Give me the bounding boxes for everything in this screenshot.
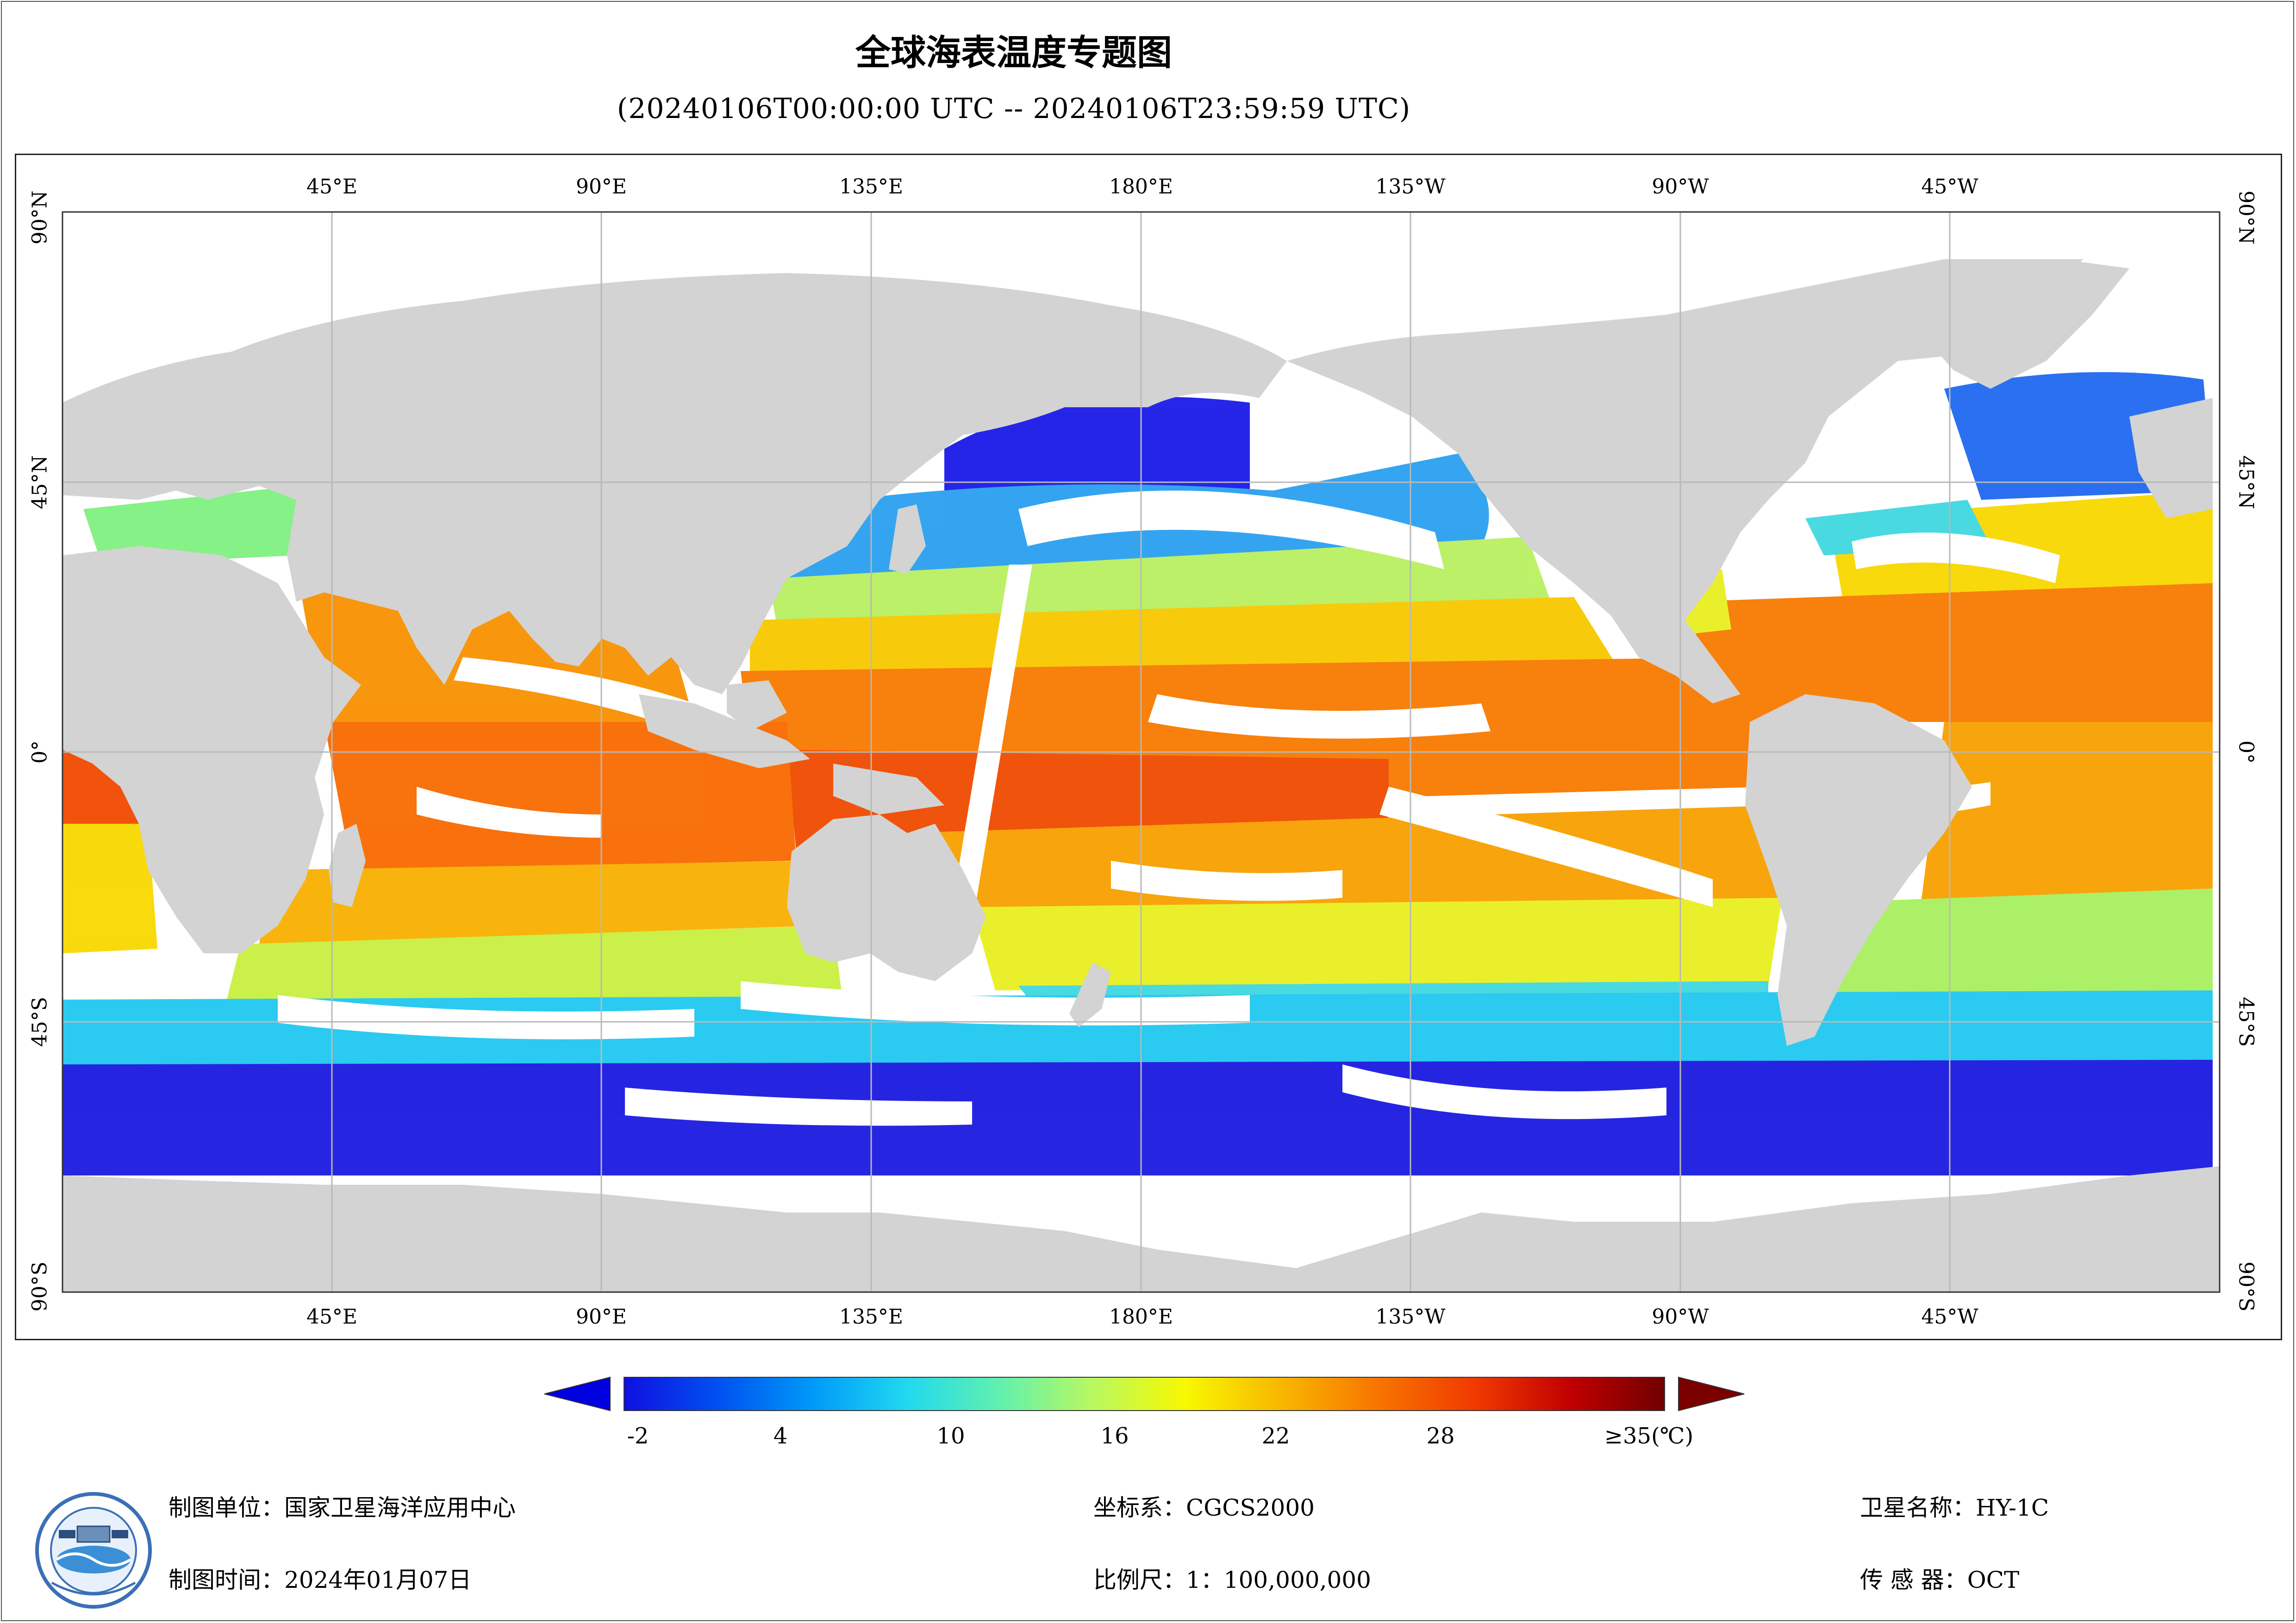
land-madagascar — [329, 824, 366, 907]
footer-date: 制图时间：2024年01月07日 — [168, 1567, 472, 1593]
lat-label-right: 45°S — [2234, 996, 2258, 1047]
legend-colorbar — [624, 1377, 1665, 1411]
land-south-america — [1745, 694, 1972, 1046]
lon-label-bottom: 45°W — [1921, 1305, 1978, 1329]
map-title: 全球海表温度专题图 — [855, 32, 1172, 73]
lat-label-right: 45°N — [2234, 455, 2258, 510]
footer-satellite: 卫星名称：HY-1C — [1860, 1494, 2049, 1521]
lat-label-right: 90°N — [2234, 190, 2258, 245]
lon-label-top: 135°W — [1375, 175, 1446, 199]
land-borneo — [727, 680, 787, 731]
land-indonesia — [639, 694, 810, 768]
lat-label-left: 90°S — [28, 1261, 52, 1312]
lon-label-bottom: 135°E — [839, 1305, 904, 1329]
land-japan — [889, 504, 926, 574]
agency-logo-icon — [35, 1492, 152, 1609]
legend-over-arrow — [1678, 1376, 1745, 1412]
land-europe-nw — [2129, 398, 2213, 518]
legend-tick-label: ≥35(℃) — [1604, 1423, 1694, 1449]
footer-crs: 坐标系：CGCS2000 — [1093, 1494, 1315, 1521]
lat-label-left: 0° — [28, 740, 52, 764]
sst-indian-south-warm — [259, 861, 824, 944]
map-subtitle: (20240106T00:00:00 UTC -- 20240106T23:59… — [617, 93, 1411, 125]
lon-label-bottom: 45°E — [306, 1305, 358, 1329]
lon-label-top: 135°E — [839, 175, 904, 199]
lon-label-bottom: 135°W — [1375, 1305, 1446, 1329]
sst-south-atlantic-cool — [1805, 889, 2213, 1009]
lat-label-left: 45°N — [28, 455, 52, 510]
lon-label-top: 90°E — [575, 175, 627, 199]
footer-agency: 制图单位：国家卫星海洋应用中心 — [168, 1494, 516, 1521]
cloud-gaps — [278, 491, 2060, 1126]
map-border — [62, 211, 2221, 1293]
land-greenland — [1898, 259, 2129, 389]
sst-angola — [62, 824, 157, 953]
lon-label-bottom: 90°E — [575, 1305, 627, 1329]
legend-tick-label: 22 — [1261, 1423, 1290, 1449]
footer-sensor: 传 感 器：OCT — [1860, 1567, 2020, 1593]
lon-label-top: 90°W — [1652, 175, 1709, 199]
lon-label-bottom: 90°W — [1652, 1305, 1709, 1329]
land-eurasia — [62, 273, 1287, 694]
legend-tick-label: -2 — [627, 1423, 649, 1449]
sst-tropical-atlantic — [1690, 583, 2213, 722]
lon-label-top: 45°W — [1921, 175, 1978, 199]
graticule — [62, 212, 2220, 1292]
legend-tick-label: 4 — [773, 1423, 788, 1449]
land-australia — [787, 815, 986, 981]
footer-scale: 比例尺：1：100,000,000 — [1093, 1567, 1371, 1593]
land-new-zealand — [1069, 963, 1111, 1027]
sst-southern-cool — [62, 990, 2213, 1074]
sst-indian-tropical — [324, 722, 796, 870]
land-africa — [62, 546, 361, 953]
lon-label-top: 45°E — [306, 175, 358, 199]
sst-indian-south-mid — [222, 926, 842, 1018]
lat-label-left: 90°N — [28, 190, 52, 245]
lon-label-top: 180°E — [1109, 175, 1173, 199]
legend-tick-label: 10 — [936, 1423, 965, 1449]
sst-south-pacific-mid — [972, 898, 1782, 990]
lon-label-bottom: 180°E — [1109, 1305, 1173, 1329]
sst-southern-ocean — [62, 1060, 2213, 1175]
sst-mediterranean — [83, 486, 296, 565]
lat-label-left: 45°S — [28, 996, 52, 1047]
sst-north-pacific-cold — [944, 397, 1250, 500]
sst-south-atlantic-warm — [1921, 722, 2213, 902]
legend-under-arrow — [544, 1376, 611, 1412]
sst-bands — [62, 372, 2213, 1175]
legend-tick-label: 16 — [1100, 1423, 1129, 1449]
map-frame — [15, 154, 2282, 1340]
land-north-america — [1287, 259, 2083, 703]
lat-label-right: 0° — [2234, 740, 2258, 764]
land-new-guinea — [833, 764, 944, 815]
lat-label-right: 90°S — [2234, 1261, 2258, 1312]
legend-tick-label: 28 — [1426, 1423, 1455, 1449]
